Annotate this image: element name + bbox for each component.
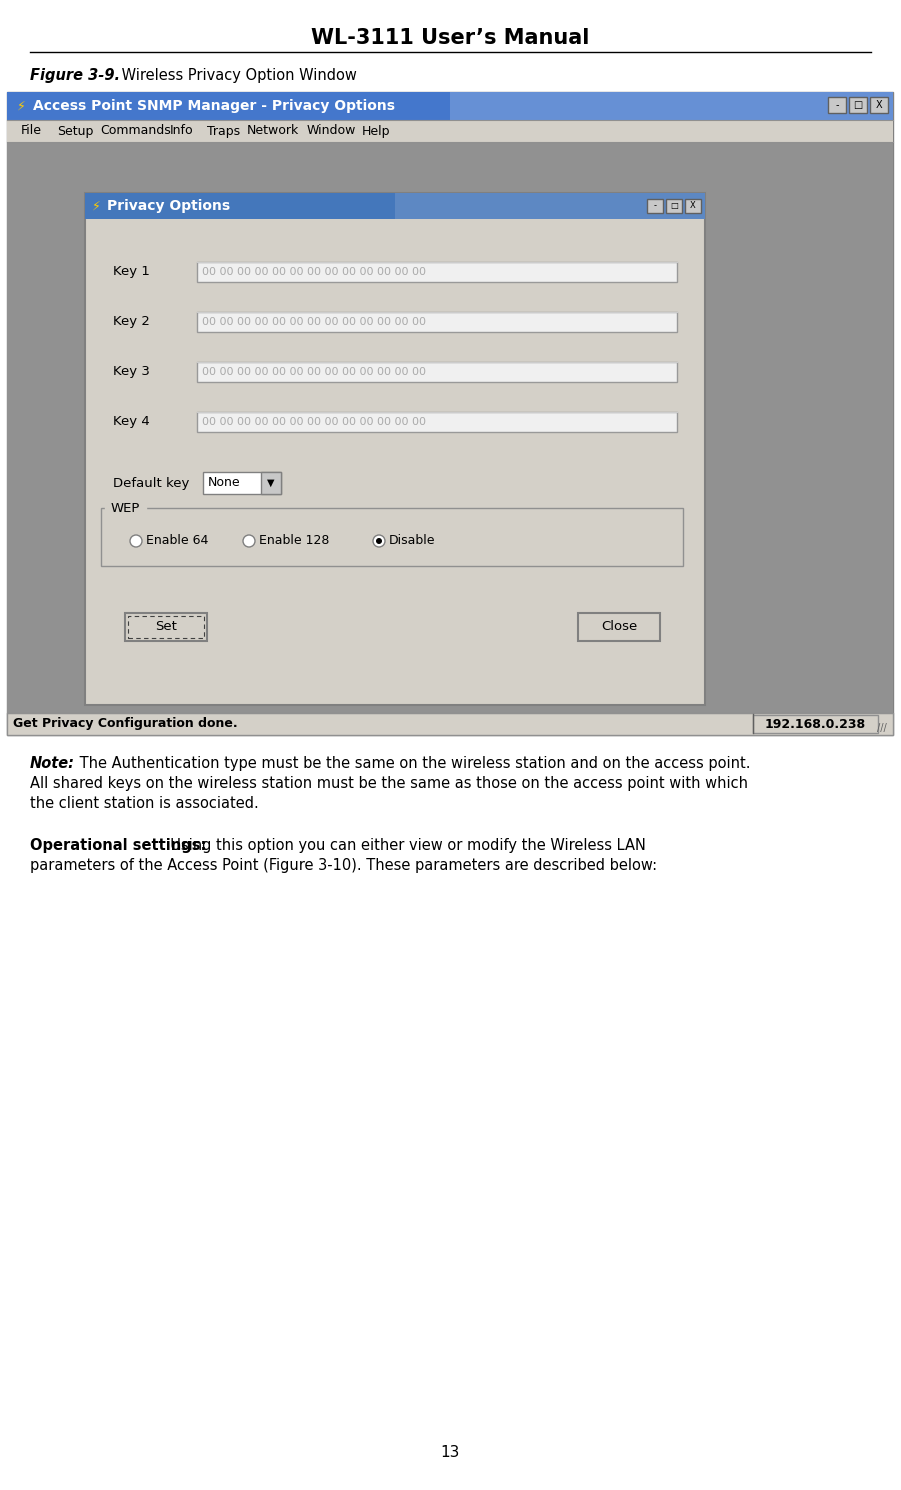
Text: Setup: Setup — [57, 125, 94, 137]
Bar — [647, 200, 663, 213]
Circle shape — [376, 538, 382, 544]
Text: Figure 3-9.: Figure 3-9. — [30, 69, 120, 83]
Bar — [7, 92, 893, 121]
Text: 00 00 00 00 00 00 00 00 00 00 00 00 00: 00 00 00 00 00 00 00 00 00 00 00 00 00 — [202, 417, 426, 428]
Text: None: None — [208, 477, 241, 490]
Text: Enable 64: Enable 64 — [146, 535, 208, 547]
Text: Network: Network — [247, 125, 299, 137]
Bar — [197, 413, 677, 432]
Text: 192.168.0.238: 192.168.0.238 — [764, 718, 866, 730]
Text: ⚡: ⚡ — [92, 200, 101, 213]
Bar — [85, 194, 705, 705]
Bar — [395, 194, 705, 219]
Bar — [7, 92, 893, 735]
Text: parameters of the Access Point (Figure 3-10). These parameters are described bel: parameters of the Access Point (Figure 3… — [30, 858, 657, 873]
Text: 13: 13 — [441, 1445, 460, 1460]
Text: All shared keys on the wireless station must be the same as those on the access : All shared keys on the wireless station … — [30, 776, 748, 791]
Text: 00 00 00 00 00 00 00 00 00 00 00 00 00: 00 00 00 00 00 00 00 00 00 00 00 00 00 — [202, 317, 426, 326]
Bar — [666, 200, 682, 213]
Text: Key 4: Key 4 — [113, 416, 150, 429]
Bar — [7, 142, 893, 714]
Text: Key 2: Key 2 — [113, 316, 150, 328]
Text: -: - — [835, 100, 839, 110]
Text: Traps: Traps — [207, 125, 241, 137]
Bar — [7, 714, 893, 735]
Bar — [197, 262, 677, 282]
Text: Key 3: Key 3 — [113, 365, 150, 378]
Text: Close: Close — [601, 620, 637, 633]
Text: ▼: ▼ — [268, 478, 275, 489]
Bar — [203, 472, 281, 495]
Text: Default key: Default key — [113, 477, 189, 490]
Text: File: File — [21, 125, 42, 137]
Bar — [685, 200, 701, 213]
Text: -: - — [653, 201, 657, 210]
Bar — [85, 194, 705, 219]
Text: Commands: Commands — [100, 125, 171, 137]
Bar — [450, 92, 893, 121]
Text: Wireless Privacy Option Window: Wireless Privacy Option Window — [117, 69, 357, 83]
Bar — [197, 362, 677, 381]
Text: 00 00 00 00 00 00 00 00 00 00 00 00 00: 00 00 00 00 00 00 00 00 00 00 00 00 00 — [202, 367, 426, 377]
Text: WEP: WEP — [111, 502, 141, 514]
Text: Key 1: Key 1 — [113, 265, 150, 279]
Bar — [828, 97, 846, 113]
Text: Set: Set — [155, 620, 177, 633]
Circle shape — [243, 535, 255, 547]
Text: Get Privacy Configuration done.: Get Privacy Configuration done. — [13, 718, 238, 730]
Text: ⚡: ⚡ — [17, 100, 26, 113]
Bar — [125, 612, 207, 641]
Bar — [753, 715, 878, 733]
Text: Note:: Note: — [30, 755, 75, 770]
Text: Disable: Disable — [389, 535, 435, 547]
Text: Using this option you can either view or modify the Wireless LAN: Using this option you can either view or… — [161, 837, 646, 852]
Text: X: X — [690, 201, 696, 210]
Bar — [101, 508, 683, 566]
Text: □: □ — [853, 100, 862, 110]
Text: Enable 128: Enable 128 — [259, 535, 330, 547]
Text: WL-3111 User’s Manual: WL-3111 User’s Manual — [312, 28, 589, 48]
Text: Window: Window — [307, 125, 357, 137]
Text: Help: Help — [362, 125, 390, 137]
Text: the client station is associated.: the client station is associated. — [30, 796, 259, 811]
Text: Privacy Options: Privacy Options — [107, 200, 230, 213]
Text: The Authentication type must be the same on the wireless station and on the acce: The Authentication type must be the same… — [75, 755, 751, 770]
Circle shape — [373, 535, 385, 547]
Circle shape — [130, 535, 142, 547]
Text: ///: /// — [878, 723, 887, 733]
Bar — [128, 615, 204, 638]
Bar — [87, 219, 703, 703]
Bar — [849, 97, 867, 113]
Bar — [870, 97, 888, 113]
Bar — [261, 472, 281, 495]
Bar — [7, 121, 893, 142]
Text: Info: Info — [170, 125, 194, 137]
Text: Operational settings:: Operational settings: — [30, 837, 206, 852]
Bar — [578, 612, 660, 641]
Text: □: □ — [670, 201, 678, 210]
Text: X: X — [876, 100, 882, 110]
Bar — [197, 311, 677, 332]
Text: Access Point SNMP Manager - Privacy Options: Access Point SNMP Manager - Privacy Opti… — [33, 98, 395, 113]
Text: 00 00 00 00 00 00 00 00 00 00 00 00 00: 00 00 00 00 00 00 00 00 00 00 00 00 00 — [202, 267, 426, 277]
